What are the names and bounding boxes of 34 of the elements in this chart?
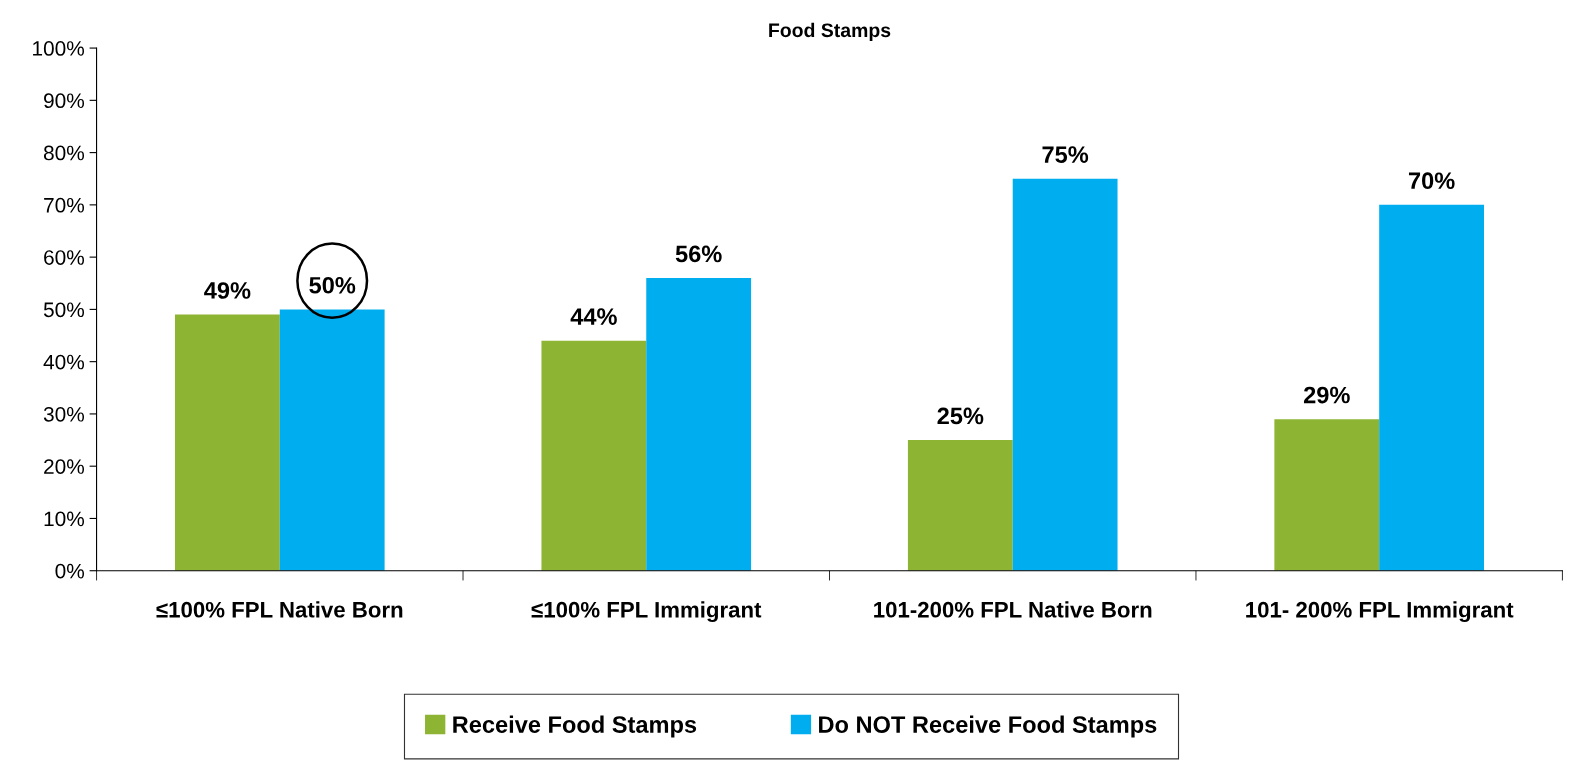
bar [1274, 419, 1380, 571]
x-tick-label: 101- 200% FPL Immigrant [1246, 601, 1514, 623]
chart-title: Food Stamps [769, 22, 891, 41]
text: 70% [1408, 172, 1455, 190]
bar [174, 314, 280, 571]
bar [541, 340, 647, 571]
y-tick-label: 60% [44, 250, 85, 265]
y-tick-label: 90% [44, 93, 85, 109]
y-tick-label: 80% [43, 145, 85, 161]
legend-label: Receive Food Stamps [453, 715, 697, 738]
text: 44% [570, 308, 617, 325]
y-tick-label: 70% [44, 197, 85, 213]
text: 50% [309, 276, 356, 294]
bar [907, 440, 1013, 571]
y-tick-label: 50% [43, 302, 85, 318]
text: 49% [204, 282, 251, 299]
y-tick-label: 20% [44, 459, 85, 474]
y-tick-label: 10% [44, 511, 85, 527]
y-tick-label: 30% [43, 406, 85, 422]
bar [279, 309, 385, 571]
x-tick-label: ≤100% FPL Native Born [156, 601, 403, 618]
bar [646, 278, 752, 571]
x-tick-label: ≤100% FPL Immigrant [531, 601, 762, 623]
legend-label: Do NOT Receive Food Stamps [819, 715, 1157, 738]
text: 56% [675, 245, 722, 263]
text: 75% [1042, 146, 1089, 163]
y-tick-label: 40% [43, 354, 85, 370]
text: 29% [1303, 386, 1350, 404]
bar [1379, 204, 1484, 571]
y-tick-label: 0% [55, 563, 85, 579]
y-tick-label: 100% [33, 41, 85, 56]
bar [1012, 178, 1118, 571]
text: 25% [937, 407, 984, 425]
x-tick-label: 101-200% FPL Native Born [874, 601, 1152, 618]
